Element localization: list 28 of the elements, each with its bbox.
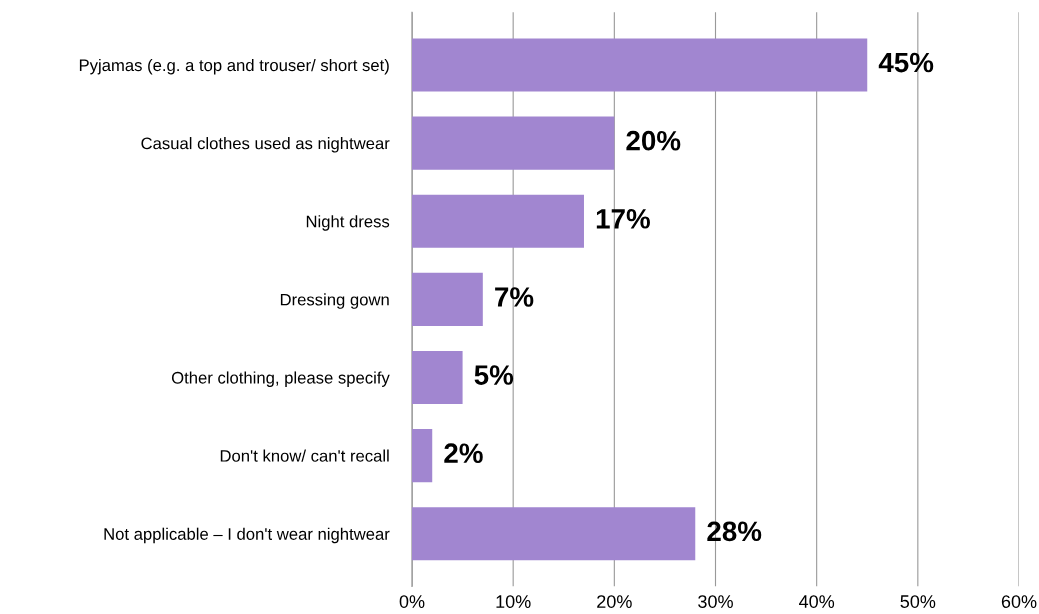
x-tick-label: 60%: [1001, 595, 1037, 608]
y-tick-label: Don't know/ can't recall: [220, 449, 389, 462]
y-tick-label: Dressing gown: [280, 293, 389, 309]
bar: [412, 38, 868, 92]
bar: [412, 116, 615, 170]
bar: [412, 429, 433, 483]
data-label: 20%: [626, 130, 681, 151]
x-tick-label: 20%: [597, 595, 632, 608]
x-tick-label: 0%: [399, 595, 425, 608]
data-label: 17%: [596, 209, 650, 229]
x-tick-label: 30%: [698, 595, 733, 608]
bar: [412, 194, 584, 248]
y-tick-label: Pyjamas (e.g. a top and trouser/ short set): [79, 58, 389, 75]
data-label: 45%: [878, 52, 934, 73]
x-tick-label: 40%: [799, 595, 835, 608]
data-label: 7%: [495, 287, 534, 307]
bar: [412, 350, 463, 405]
data-label: 28%: [707, 521, 762, 542]
y-tick-label: Not applicable – I don't wear nightwear: [104, 527, 390, 544]
data-label: 2%: [444, 443, 483, 463]
bar: [412, 507, 696, 561]
y-tick-label: Casual clothes used as nightwear: [141, 137, 390, 153]
data-label: 5%: [474, 365, 514, 385]
y-tick-label: Night dress: [306, 215, 390, 231]
x-tick-label: 50%: [900, 595, 936, 608]
bar: [412, 272, 483, 326]
x-tick-label: 10%: [496, 595, 531, 608]
y-tick-label: Other clothing, please specify: [171, 371, 390, 387]
